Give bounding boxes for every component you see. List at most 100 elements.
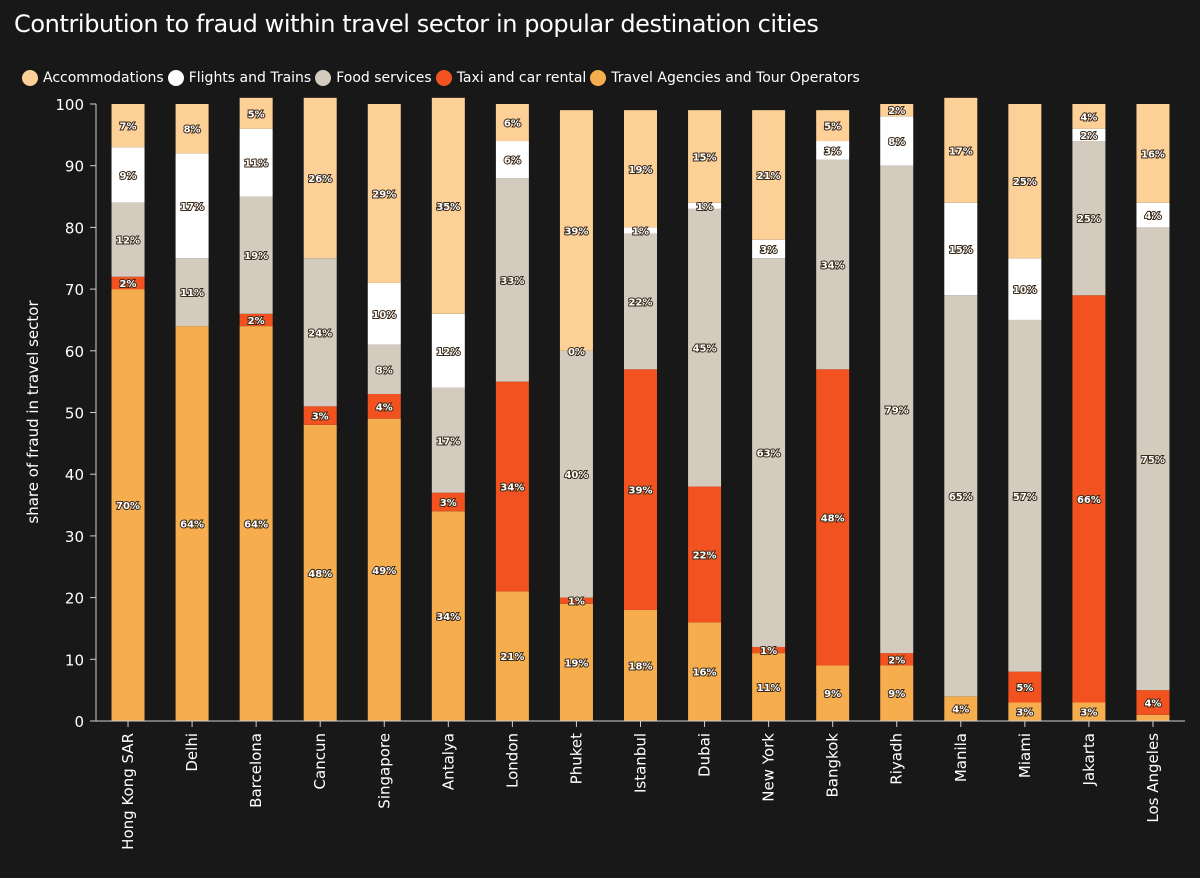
bar-segment-cancun-food-services[interactable]: [303, 258, 337, 407]
bar-segment-new-york-accommodations[interactable]: [752, 110, 786, 240]
bar-segment-miami-accommodations[interactable]: [1008, 104, 1042, 259]
data-label-hong-kong-sar-flights-and-trains: 9%: [120, 171, 137, 182]
bar-segment-los-angeles-travel-agencies-and-tour-operators[interactable]: [1136, 714, 1170, 721]
legend-label-accommodations: Accommodations: [43, 70, 164, 86]
bar-segment-bangkok-travel-agencies-and-tour-operators[interactable]: [816, 665, 850, 721]
bar-segment-singapore-flights-and-trains[interactable]: [367, 282, 401, 345]
data-label-hong-kong-sar-taxi-and-car-rental: 2%: [120, 279, 137, 290]
bar-segment-riyadh-taxi-and-car-rental[interactable]: [880, 653, 914, 666]
legend-item-food-services[interactable]: Food services: [315, 70, 435, 86]
legend-item-accommodations[interactable]: Accommodations: [22, 70, 168, 86]
bar-segment-singapore-travel-agencies-and-tour-operators[interactable]: [367, 418, 401, 721]
data-label-istanbul-taxi-and-car-rental: 39%: [629, 486, 653, 497]
bar-segment-hong-kong-sar-flights-and-trains[interactable]: [111, 147, 145, 203]
legend-item-taxi-and-car-rental[interactable]: Taxi and car rental: [435, 70, 591, 86]
bar-segment-barcelona-accommodations[interactable]: [239, 97, 273, 129]
bar-segment-singapore-accommodations[interactable]: [367, 104, 401, 283]
bar-segment-phuket-travel-agencies-and-tour-operators[interactable]: [559, 603, 593, 721]
bar-segment-bangkok-flights-and-trains[interactable]: [816, 141, 850, 160]
bar-segment-london-accommodations[interactable]: [495, 104, 529, 142]
bar-segment-london-flights-and-trains[interactable]: [495, 141, 529, 179]
bar-segment-hong-kong-sar-taxi-and-car-rental[interactable]: [111, 276, 145, 290]
data-label-delhi-food-services: 11%: [180, 288, 204, 299]
bar-segment-new-york-flights-and-trains[interactable]: [752, 239, 786, 259]
bar-segment-cancun-taxi-and-car-rental[interactable]: [303, 406, 337, 425]
bar-segment-miami-travel-agencies-and-tour-operators[interactable]: [1008, 702, 1042, 721]
bar-segment-cancun-accommodations[interactable]: [303, 97, 337, 259]
bar-segment-antalya-taxi-and-car-rental[interactable]: [431, 492, 465, 512]
bar-segment-hong-kong-sar-food-services[interactable]: [111, 202, 145, 277]
data-label-hong-kong-sar-accommodations: 7%: [120, 122, 137, 133]
bar-segment-miami-taxi-and-car-rental[interactable]: [1008, 671, 1042, 703]
data-label-riyadh-food-services: 79%: [885, 405, 909, 416]
bar-segment-phuket-accommodations[interactable]: [559, 110, 593, 351]
data-label-miami-taxi-and-car-rental: 5%: [1016, 683, 1033, 694]
bar-segment-london-travel-agencies-and-tour-operators[interactable]: [495, 591, 529, 721]
bar-segment-istanbul-flights-and-trains[interactable]: [624, 227, 657, 234]
bar-segment-los-angeles-food-services[interactable]: [1136, 227, 1170, 691]
bar-segment-antalya-accommodations[interactable]: [431, 97, 465, 314]
bar-segment-delhi-food-services[interactable]: [175, 258, 209, 327]
bar-segment-delhi-travel-agencies-and-tour-operators[interactable]: [175, 326, 209, 721]
bar-segment-dubai-food-services[interactable]: [688, 208, 722, 487]
bar-segment-manila-travel-agencies-and-tour-operators[interactable]: [944, 696, 978, 721]
bar-segment-riyadh-flights-and-trains[interactable]: [880, 116, 914, 166]
bar-segment-istanbul-travel-agencies-and-tour-operators[interactable]: [624, 609, 657, 721]
bar-segment-dubai-travel-agencies-and-tour-operators[interactable]: [688, 622, 722, 721]
bar-segment-phuket-food-services[interactable]: [559, 350, 593, 598]
bar-segment-bangkok-taxi-and-car-rental[interactable]: [816, 369, 850, 666]
bar-segment-jakarta-accommodations[interactable]: [1072, 104, 1106, 129]
bar-segment-antalya-travel-agencies-and-tour-operators[interactable]: [431, 511, 465, 721]
bar-segment-antalya-flights-and-trains[interactable]: [431, 313, 465, 388]
bar-segment-new-york-taxi-and-car-rental[interactable]: [752, 646, 786, 654]
bar-segment-istanbul-food-services[interactable]: [624, 233, 657, 370]
legend-item-flights-and-trains[interactable]: Flights and Trains: [167, 70, 316, 86]
bar-segment-los-angeles-flights-and-trains[interactable]: [1136, 202, 1170, 228]
bar-segment-delhi-accommodations[interactable]: [175, 104, 209, 154]
bar-segment-barcelona-food-services[interactable]: [239, 196, 273, 314]
bar-segment-riyadh-food-services[interactable]: [880, 165, 914, 654]
bar-segment-barcelona-travel-agencies-and-tour-operators[interactable]: [239, 326, 273, 721]
bar-segment-miami-food-services[interactable]: [1008, 319, 1042, 672]
bar-segment-manila-accommodations[interactable]: [944, 97, 978, 203]
bar-segment-new-york-travel-agencies-and-tour-operators[interactable]: [752, 653, 786, 721]
bar-segment-cancun-travel-agencies-and-tour-operators[interactable]: [303, 424, 337, 721]
bar-segment-london-taxi-and-car-rental[interactable]: [495, 381, 529, 592]
bar-segment-bangkok-accommodations[interactable]: [816, 110, 850, 142]
legend-item-travel-agencies-and-tour-operators[interactable]: Travel Agencies and Tour Operators: [590, 70, 864, 86]
bar-segment-jakarta-travel-agencies-and-tour-operators[interactable]: [1072, 702, 1106, 721]
bar-segment-riyadh-travel-agencies-and-tour-operators[interactable]: [880, 665, 914, 721]
bar-segment-riyadh-accommodations[interactable]: [880, 104, 914, 117]
data-label-delhi-accommodations: 8%: [184, 125, 201, 136]
bar-segment-hong-kong-sar-accommodations[interactable]: [111, 104, 145, 148]
bar-segment-istanbul-accommodations[interactable]: [624, 110, 657, 228]
bar-segment-miami-flights-and-trains[interactable]: [1008, 258, 1042, 320]
bar-segment-singapore-taxi-and-car-rental[interactable]: [367, 393, 401, 419]
bar-segment-delhi-flights-and-trains[interactable]: [175, 153, 209, 259]
bar-segment-jakarta-food-services[interactable]: [1072, 141, 1106, 296]
bar-segment-antalya-food-services[interactable]: [431, 387, 465, 493]
bar-segment-new-york-food-services[interactable]: [752, 258, 786, 647]
data-label-dubai-flights-and-trains: 1%: [696, 202, 713, 213]
data-label-bangkok-accommodations: 5%: [824, 122, 841, 133]
data-label-riyadh-travel-agencies-and-tour-operators: 9%: [888, 689, 905, 700]
bar-segment-dubai-flights-and-trains[interactable]: [688, 202, 722, 209]
bar-segment-bangkok-food-services[interactable]: [816, 159, 850, 370]
bar-segment-barcelona-taxi-and-car-rental[interactable]: [239, 313, 273, 327]
bar-segment-singapore-food-services[interactable]: [367, 344, 401, 394]
bar-segment-jakarta-flights-and-trains[interactable]: [1072, 128, 1106, 142]
bar-segment-los-angeles-accommodations[interactable]: [1136, 104, 1170, 203]
bar-segment-jakarta-taxi-and-car-rental[interactable]: [1072, 295, 1106, 703]
x-tick-label-new-york: New York: [760, 733, 778, 802]
bar-segment-london-food-services[interactable]: [495, 178, 529, 382]
bar-segment-istanbul-taxi-and-car-rental[interactable]: [624, 369, 657, 610]
bar-segment-los-angeles-taxi-and-car-rental[interactable]: [1136, 690, 1170, 715]
bar-segment-hong-kong-sar-travel-agencies-and-tour-operators[interactable]: [111, 289, 145, 721]
bar-segment-manila-flights-and-trains[interactable]: [944, 202, 978, 296]
bar-segment-dubai-accommodations[interactable]: [688, 110, 722, 203]
bar-segment-manila-food-services[interactable]: [944, 295, 978, 697]
y-tick-label: 30: [65, 528, 84, 546]
bar-segment-barcelona-flights-and-trains[interactable]: [239, 128, 273, 197]
bar-segment-phuket-taxi-and-car-rental[interactable]: [559, 597, 593, 604]
bar-segment-dubai-taxi-and-car-rental[interactable]: [688, 486, 722, 623]
